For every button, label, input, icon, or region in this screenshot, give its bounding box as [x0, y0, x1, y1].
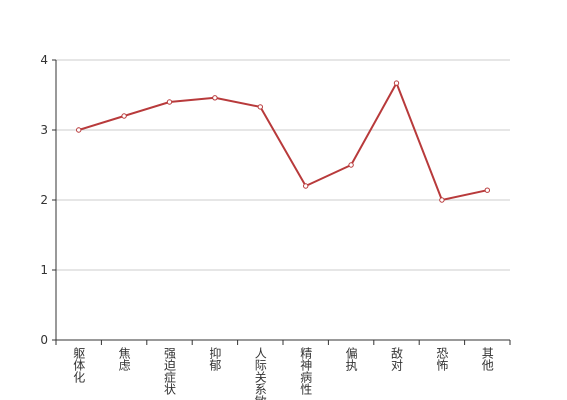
y-tick-label: 2	[40, 193, 48, 207]
point	[166, 99, 173, 105]
x-tick-label: 偏执	[344, 346, 358, 372]
y-tick-label: 4	[40, 53, 48, 67]
x-tick-label: 焦虑	[117, 347, 131, 371]
x-tick-label: 躯体化	[72, 346, 86, 384]
point	[393, 80, 400, 86]
x-tick-label: 抑郁	[208, 346, 222, 372]
point	[212, 95, 218, 101]
x-tick-label: 人际关系敏感	[253, 347, 267, 400]
y-tick-label: 1	[40, 263, 48, 277]
y-tick-label: 3	[40, 123, 48, 137]
x-tick-label: 恐怖	[435, 347, 449, 371]
x-tick-label: 敌对	[390, 346, 404, 371]
point	[121, 113, 127, 119]
x-tick-label: 精神病性	[299, 347, 313, 396]
x-tick-label: 其他	[480, 347, 494, 371]
point	[303, 183, 309, 189]
point	[257, 104, 263, 110]
x-tick-label: 强迫症状	[163, 347, 177, 395]
point	[76, 127, 82, 133]
y-tick-label: 0	[40, 333, 48, 347]
line	[78, 80, 488, 202]
point	[439, 197, 445, 203]
point	[348, 162, 354, 168]
point	[484, 187, 490, 193]
